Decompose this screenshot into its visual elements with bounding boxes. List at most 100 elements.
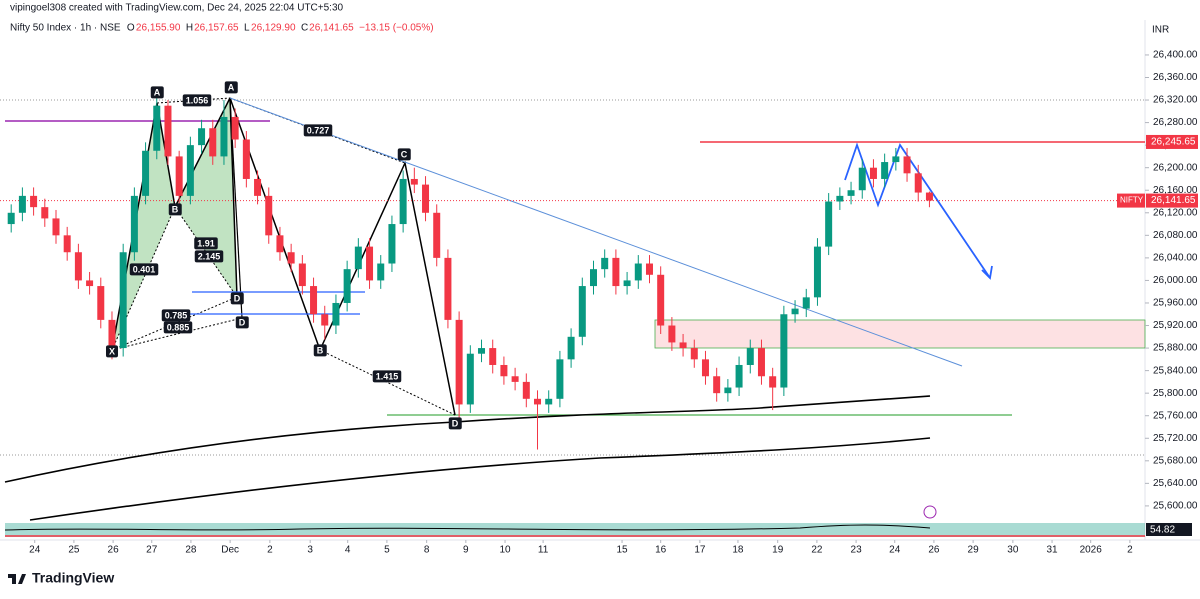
candle-body xyxy=(724,387,732,394)
y-tick-label: 25,800.00 xyxy=(1153,388,1198,399)
rsi-label: 54.82 xyxy=(1150,525,1175,536)
y-tick-label: 26,320.00 xyxy=(1153,95,1198,106)
x-tick-label: 15 xyxy=(616,545,628,556)
y-tick-label: 26,080.00 xyxy=(1153,230,1198,241)
y-tick-label: 26,400.00 xyxy=(1153,50,1198,61)
y-tick-label: 25,680.00 xyxy=(1153,455,1198,466)
x-tick-label: 4 xyxy=(345,545,351,556)
y-tick-label: 25,840.00 xyxy=(1153,365,1198,376)
candle-body xyxy=(478,348,486,354)
annotation: D xyxy=(239,317,246,327)
candle-body xyxy=(7,212,15,225)
candle-body xyxy=(343,269,351,303)
rsi-panel xyxy=(4,523,1192,537)
annotations: A A 1.056 0.727 B 0.401 1.91 2.145 D 0.7… xyxy=(105,81,462,430)
candle-body xyxy=(108,319,116,349)
x-tick-label: 17 xyxy=(694,545,706,556)
x-tick-label: 27 xyxy=(146,545,158,556)
candle-body xyxy=(466,353,474,405)
candle-body xyxy=(657,274,665,326)
candle-body xyxy=(813,246,821,298)
annotation-box xyxy=(161,309,191,322)
annotation: 1.415 xyxy=(376,371,399,381)
currency: INR xyxy=(1152,25,1169,36)
candle-body xyxy=(30,195,38,208)
x-tick-label: 2026 xyxy=(1080,545,1103,556)
annotation-box xyxy=(194,237,218,250)
annotation: B xyxy=(172,204,179,214)
candle-body xyxy=(623,280,631,287)
level-label: 26,245.65 xyxy=(1151,137,1196,148)
candle-body xyxy=(780,314,788,388)
candle-body xyxy=(164,105,172,157)
annotation: 2.145 xyxy=(198,251,221,261)
candle-body xyxy=(175,156,183,196)
legend-change: −13.15 (−0.05%) xyxy=(359,23,434,34)
candle-body xyxy=(97,286,105,320)
x-tick-label: 31 xyxy=(1046,545,1058,556)
legend-value: 26,141.65 xyxy=(309,23,354,34)
legend-key: C xyxy=(301,23,308,34)
candle-body xyxy=(914,173,922,193)
y-tick-label: 25,960.00 xyxy=(1153,298,1198,309)
candle-body xyxy=(388,224,396,264)
legend-key: L xyxy=(244,23,250,34)
candle-body xyxy=(690,348,698,360)
candle-body xyxy=(231,116,239,140)
annotation: A xyxy=(154,87,161,97)
candle-body xyxy=(735,364,743,388)
legend-key: H xyxy=(186,23,193,34)
y-tick-label: 25,880.00 xyxy=(1153,343,1198,354)
legend-key: O xyxy=(127,23,135,34)
y-tick-label: 25,640.00 xyxy=(1153,478,1198,489)
candle-body xyxy=(433,212,441,258)
annotation-box xyxy=(303,124,333,137)
candle-body xyxy=(74,252,82,281)
symbol-title: Nifty 50 Index · 1h · NSE xyxy=(10,23,121,34)
annotation: 0.785 xyxy=(165,310,188,320)
candle-body xyxy=(276,235,284,253)
annotation-box xyxy=(105,345,119,358)
annotation: X xyxy=(109,346,115,356)
candle-body xyxy=(769,376,777,388)
annotation-box xyxy=(397,148,411,161)
legend-value: 26,155.90 xyxy=(136,23,181,34)
logo: TradingView xyxy=(8,570,114,586)
x-tick-label: 28 xyxy=(185,545,197,556)
candle-body xyxy=(791,308,799,315)
annotation-box xyxy=(235,316,249,329)
candle-body xyxy=(500,364,508,377)
y-tick-label: 25,920.00 xyxy=(1153,320,1198,331)
candle-body xyxy=(444,257,452,320)
last-price-label: 26,141.65 xyxy=(1151,195,1196,206)
x-tick-label: 19 xyxy=(772,545,784,556)
x-tick-label: 22 xyxy=(811,545,823,556)
candle-body xyxy=(869,167,877,179)
candle-body xyxy=(825,201,833,247)
x-tick-label: 5 xyxy=(384,545,390,556)
candle-body xyxy=(63,235,71,253)
x-tick-label: 11 xyxy=(538,545,549,556)
candle-body xyxy=(713,376,721,394)
candle-body xyxy=(567,336,575,360)
annotation-box xyxy=(150,86,164,99)
candle-body xyxy=(556,359,564,399)
annotation-box xyxy=(129,263,159,276)
x-tick-label: 10 xyxy=(499,545,511,556)
x-tick-label: 30 xyxy=(1007,545,1019,556)
annotation: 0.401 xyxy=(133,264,156,274)
candle-body xyxy=(18,195,26,213)
candle-body xyxy=(601,257,609,270)
candle-body xyxy=(612,257,620,287)
candle-body xyxy=(668,325,676,343)
candle-body xyxy=(847,190,855,196)
annotation: D xyxy=(234,293,241,303)
candle-body xyxy=(354,246,362,270)
x-tick-label: 23 xyxy=(851,545,863,556)
candle-body xyxy=(422,184,430,213)
candle-body xyxy=(52,218,60,236)
x-tick-label: Dec xyxy=(221,545,239,556)
candle-body xyxy=(186,145,194,196)
candle-body xyxy=(802,297,810,309)
annotation: A xyxy=(228,82,235,92)
